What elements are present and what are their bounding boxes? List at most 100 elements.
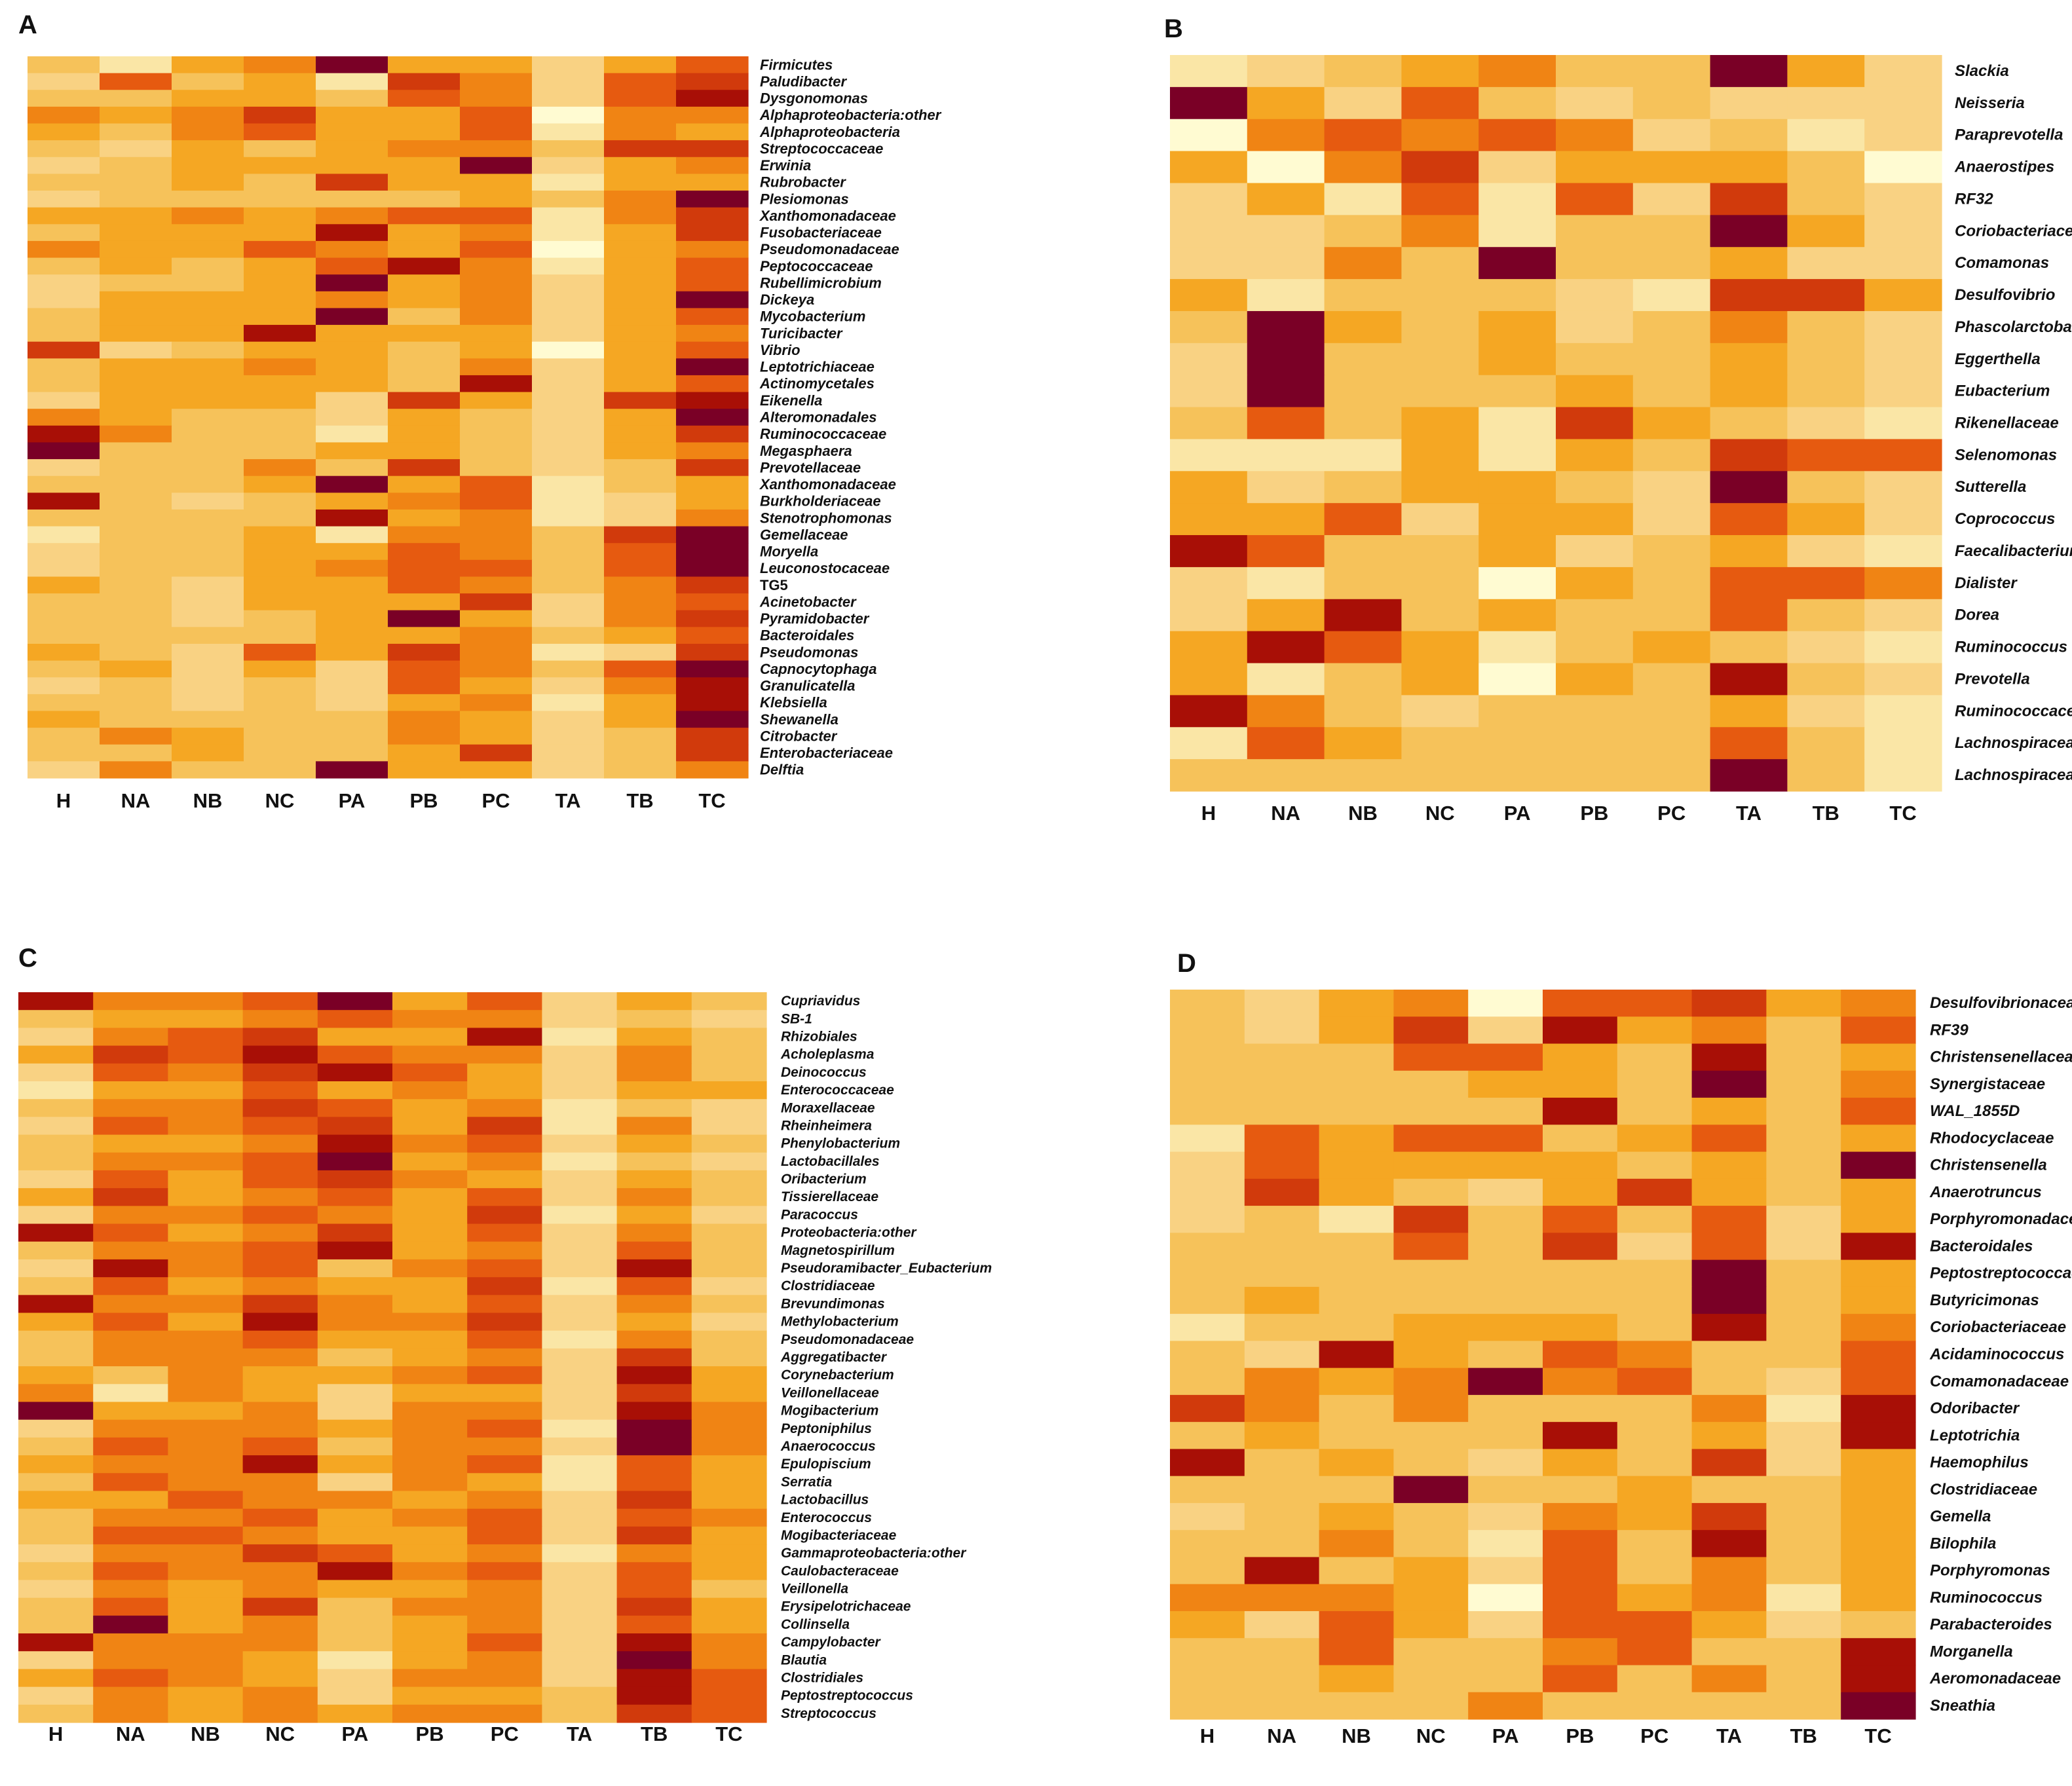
heatmap-c-cell — [93, 1491, 168, 1509]
heatmap-a-cell — [532, 107, 605, 124]
heatmap-a-cell — [172, 107, 244, 124]
heatmap-a-cell — [172, 241, 244, 258]
heatmap-c-cell — [93, 992, 168, 1011]
heatmap-a-cell — [676, 493, 749, 510]
heatmap-c-cell — [617, 1580, 692, 1598]
heatmap-d-cell — [1543, 1503, 1617, 1531]
heatmap-c-cell — [542, 1651, 617, 1669]
heatmap-a-cell — [676, 627, 749, 644]
heatmap-d-cell — [1468, 1287, 1543, 1314]
heatmap-b-cell — [1401, 151, 1479, 183]
heatmap-a-cell — [244, 274, 316, 291]
heatmap-b-cell — [1401, 535, 1479, 567]
heatmap-a-cell — [604, 140, 677, 157]
heatmap-b-cell — [1710, 215, 1788, 247]
heatmap-c-cell — [243, 1206, 318, 1224]
heatmap-a-cell — [676, 375, 749, 392]
heatmap-a-cell — [172, 761, 244, 778]
heatmap-c-cell — [168, 1384, 243, 1402]
heatmap-a-row-label: Shewanella — [760, 711, 838, 728]
heatmap-a-cell — [172, 627, 244, 644]
heatmap-a-cell — [460, 426, 533, 443]
heatmap-a-cell — [172, 426, 244, 443]
heatmap-c-cell — [617, 1384, 692, 1402]
heatmap-c-cell — [18, 1705, 94, 1723]
heatmap-d-cell — [1468, 1422, 1543, 1449]
heatmap-c-cell — [392, 1153, 468, 1171]
heatmap-d-cell — [1617, 1665, 1692, 1692]
heatmap-b-cell — [1556, 311, 1633, 343]
heatmap-b-cell — [1633, 631, 1710, 663]
heatmap-b-cell — [1864, 727, 1942, 759]
heatmap-a-cell — [244, 174, 316, 191]
heatmap-a-cell — [28, 761, 100, 778]
heatmap-a-cell — [28, 392, 100, 409]
heatmap-a-cell — [244, 342, 316, 359]
heatmap-d-cell — [1766, 1557, 1841, 1584]
heatmap-b-row-label: Phascolarctobacterium — [1955, 318, 2072, 336]
heatmap-b-cell — [1401, 119, 1479, 151]
heatmap-c-cell — [692, 1259, 767, 1278]
heatmap-b-cell — [1170, 567, 1247, 599]
heatmap-a-cell — [100, 174, 172, 191]
heatmap-d-cell — [1393, 1557, 1468, 1584]
heatmap-b-cell — [1401, 343, 1479, 375]
heatmap-d-cell — [1841, 1422, 1915, 1449]
heatmap-c-cell — [542, 1705, 617, 1723]
heatmap-d-cell — [1170, 1422, 1245, 1449]
heatmap-c-cell — [617, 1527, 692, 1545]
heatmap-c-row-label: Streptococcus — [781, 1706, 876, 1721]
heatmap-a-cell — [388, 644, 461, 661]
heatmap-a-cell — [532, 745, 605, 762]
heatmap-b-column-label: PA — [1504, 802, 1531, 825]
heatmap-a-cell — [316, 174, 388, 191]
heatmap-a-cell — [316, 73, 388, 90]
heatmap-d-cell — [1692, 1179, 1767, 1206]
heatmap-a-cell — [532, 661, 605, 678]
heatmap-a-row-label: Bacteroidales — [760, 627, 854, 644]
heatmap-b-cell — [1787, 55, 1864, 87]
heatmap-d-cell — [1766, 1152, 1841, 1180]
heatmap-c-cell — [692, 1099, 767, 1117]
heatmap-b-cell — [1633, 663, 1710, 696]
heatmap-d-cell — [1245, 1449, 1319, 1476]
heatmap-b-cell — [1325, 87, 1402, 119]
heatmap-c-column-label: NB — [191, 1722, 220, 1745]
heatmap-b-cell — [1170, 599, 1247, 631]
heatmap-d-cell — [1766, 1314, 1841, 1341]
heatmap-d-cell — [1766, 990, 1841, 1017]
heatmap-d-cell — [1319, 1422, 1394, 1449]
heatmap-a-cell — [244, 476, 316, 493]
heatmap-c-cell — [467, 1455, 542, 1474]
heatmap-c-cell — [318, 1081, 393, 1100]
heatmap-a-cell — [532, 291, 605, 308]
heatmap-d-cell — [1841, 1287, 1915, 1314]
heatmap-c-cell — [243, 1633, 318, 1652]
heatmap-c-cell — [467, 1259, 542, 1278]
heatmap-b-cell — [1325, 759, 1402, 791]
heatmap-b-cell — [1633, 695, 1710, 727]
heatmap-c-cell — [392, 1544, 468, 1563]
heatmap-a-cell — [604, 375, 677, 392]
heatmap-a-cell — [316, 409, 388, 426]
heatmap-b-column-label: NB — [1348, 802, 1378, 825]
heatmap-a-cell — [388, 661, 461, 678]
heatmap-a-cell — [100, 745, 172, 762]
heatmap-a-cell — [460, 358, 533, 375]
heatmap-c-cell — [617, 1651, 692, 1669]
heatmap-d-cell — [1319, 1044, 1394, 1071]
heatmap-c-cell — [692, 1153, 767, 1171]
heatmap-b-row-label: Coriobacteriaceae — [1955, 222, 2072, 240]
heatmap-a-cell — [244, 124, 316, 141]
heatmap-a-cell — [172, 593, 244, 610]
heatmap-d-cell — [1543, 1530, 1617, 1557]
heatmap-d-cell — [1841, 1314, 1915, 1341]
heatmap-b-cell — [1401, 759, 1479, 791]
heatmap-a-cell — [388, 157, 461, 174]
heatmap-b-cell — [1479, 375, 1556, 407]
heatmap-c-cell — [467, 1188, 542, 1206]
heatmap-a-cell — [604, 644, 677, 661]
heatmap-c-cell — [467, 1099, 542, 1117]
heatmap-c-cell — [318, 1438, 393, 1456]
heatmap-d-cell — [1468, 1016, 1543, 1044]
